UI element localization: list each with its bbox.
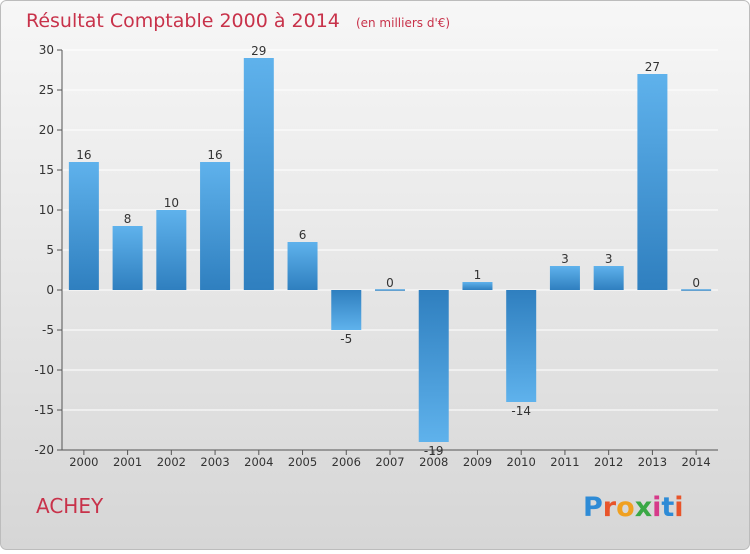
x-tick-label: 2001 xyxy=(113,455,142,469)
y-tick-label: 0 xyxy=(46,283,54,297)
value-label-2003: 16 xyxy=(207,148,222,162)
chart-title-main: Résultat Comptable 2000 à 2014 xyxy=(26,10,340,32)
value-label-2002: 10 xyxy=(164,196,179,210)
bar-2012 xyxy=(593,266,624,290)
bar-2009 xyxy=(462,282,493,290)
y-tick-label: -5 xyxy=(42,323,54,337)
y-tick-label: -15 xyxy=(34,403,54,417)
y-tick-label: 10 xyxy=(39,203,54,217)
x-tick-label: 2007 xyxy=(375,455,404,469)
bar-2003 xyxy=(200,162,231,290)
value-label-2011: 3 xyxy=(561,252,569,266)
x-tick-label: 2012 xyxy=(594,455,623,469)
x-tick-label: 2000 xyxy=(69,455,98,469)
value-label-2014: 0 xyxy=(692,276,700,290)
x-tick-label: 2009 xyxy=(463,455,492,469)
y-tick-label: 20 xyxy=(39,123,54,137)
value-labels: 16 8 10 16 29 6 -5 0 -19 1 -14 3 3 27 0 xyxy=(76,44,700,458)
value-label-2004: 29 xyxy=(251,44,266,58)
bar-2011 xyxy=(549,266,580,290)
x-tick-label: 2010 xyxy=(507,455,536,469)
value-label-2001: 8 xyxy=(124,212,132,226)
bar-2004 xyxy=(243,58,274,290)
x-tick-label: 2014 xyxy=(681,455,710,469)
chart-title: Résultat Comptable 2000 à 2014 (en milli… xyxy=(26,10,450,32)
x-tick-label: 2002 xyxy=(157,455,186,469)
x-tick-label: 2005 xyxy=(288,455,317,469)
x-tick-label: 2003 xyxy=(200,455,229,469)
x-tick-label: 2008 xyxy=(419,455,448,469)
value-label-2013: 27 xyxy=(645,60,660,74)
bar-2002 xyxy=(156,210,187,290)
bar-2008 xyxy=(418,290,449,442)
value-label-2010: -14 xyxy=(511,404,531,418)
commune-name: ACHEY xyxy=(36,494,104,518)
value-label-2000: 16 xyxy=(76,148,91,162)
value-label-2007: 0 xyxy=(386,276,394,290)
x-tick-label: 2004 xyxy=(244,455,273,469)
proxiti-logo: Proxiti xyxy=(583,492,684,523)
y-tick-label: 30 xyxy=(39,43,54,57)
bar-2001 xyxy=(112,226,143,290)
bar-2006 xyxy=(331,290,362,330)
y-tick-label: 5 xyxy=(46,243,54,257)
value-label-2009: 1 xyxy=(474,268,482,282)
x-tick-label: 2013 xyxy=(638,455,667,469)
chart-title-unit: (en milliers d'€) xyxy=(356,16,450,30)
value-label-2008: -19 xyxy=(424,444,444,458)
y-tick-label: 25 xyxy=(39,83,54,97)
value-label-2012: 3 xyxy=(605,252,613,266)
bar-2000 xyxy=(68,162,99,290)
x-tick-label: 2011 xyxy=(550,455,579,469)
x-tick-label: 2006 xyxy=(332,455,361,469)
bar-2010 xyxy=(506,290,537,402)
bars xyxy=(68,58,712,442)
value-label-2006: -5 xyxy=(340,332,352,346)
bar-2014 xyxy=(681,289,712,291)
y-tick-label: 15 xyxy=(39,163,54,177)
bar-2007 xyxy=(375,289,405,291)
bar-2013 xyxy=(637,74,668,290)
bar-2005 xyxy=(287,242,318,290)
y-tick-label: -10 xyxy=(34,363,54,377)
y-tick-label: -20 xyxy=(34,443,54,457)
value-label-2005: 6 xyxy=(299,228,307,242)
